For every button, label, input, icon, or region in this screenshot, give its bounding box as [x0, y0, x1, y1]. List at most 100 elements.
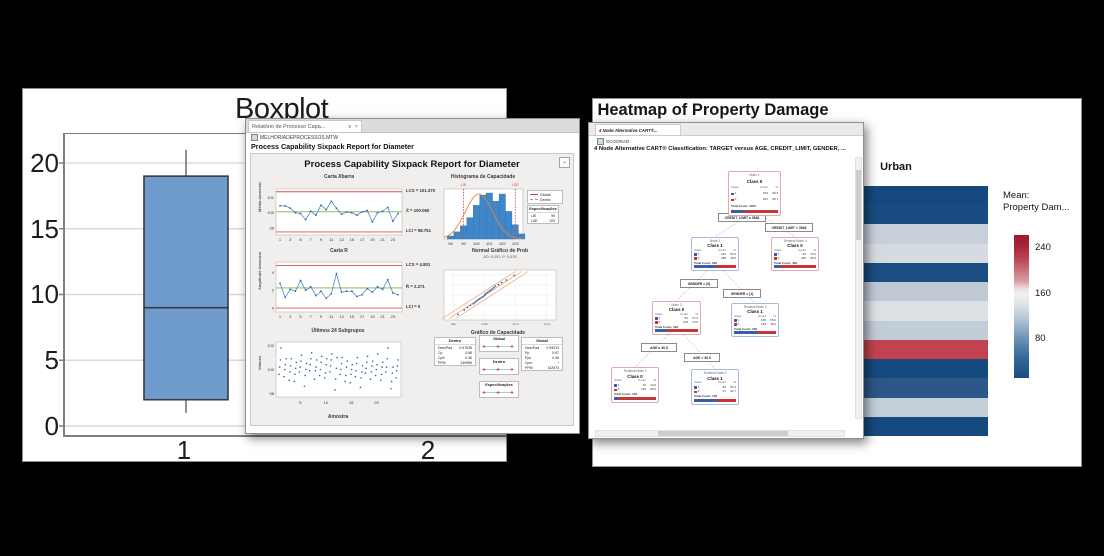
last-24-subgroups-chart: 102 100 98 5 10 15 20: [267, 341, 402, 405]
svg-text:5: 5: [299, 237, 302, 242]
svg-text:23: 23: [391, 237, 396, 242]
x-tick-label: 1: [176, 435, 192, 462]
vertical-scrollbar-thumb[interactable]: [856, 170, 861, 240]
xbar-chart-title: Carta Xbarra: [323, 174, 354, 180]
svg-text:103: 103: [512, 241, 519, 246]
probplot-subtitle: AD: 0.201, P: 0.878: [483, 255, 517, 259]
worksheet-icon: [251, 134, 258, 141]
xbar-lcl-label: LCI = 98.751: [406, 228, 431, 233]
node-title: Terminal Node 4: [783, 238, 807, 243]
x-tick-label: 2: [420, 435, 436, 462]
svg-text:102: 102: [267, 343, 274, 348]
table-title: Global: [522, 338, 562, 345]
heatmap-cell: [863, 378, 988, 398]
svg-text:0: 0: [272, 305, 275, 310]
heatmap-cell: [863, 301, 988, 321]
report-title: Process Capability Sixpack Report for Di…: [304, 159, 520, 170]
horizontal-scrollbar[interactable]: [595, 430, 845, 437]
histogram-legend: Global Dentro: [527, 190, 563, 204]
svg-text:1: 1: [279, 314, 282, 319]
svg-text:99: 99: [270, 226, 275, 231]
horizontal-scrollbar-thumb[interactable]: [658, 431, 788, 436]
worksheet-name: MELHORIADEPROCESSOS.MTW: [260, 134, 339, 141]
capacity-title: Gráfico de Capacidade: [470, 330, 526, 336]
svg-text:99: 99: [461, 241, 466, 246]
table-row: PPM 139985: [438, 360, 472, 365]
node-total: Total Count 1000: [731, 203, 756, 208]
interval-title: Especificações: [485, 383, 513, 387]
cart-worksheet-name: SCOORAD: [606, 139, 630, 144]
rchart-lcl-label: LCI = 0: [406, 304, 421, 309]
heatmap-grid: [863, 186, 988, 437]
tree-node[interactable]: Terminal Node 3 Class 1 Class Count% 1 165 55.…: [731, 303, 779, 337]
svg-text:1: 1: [279, 237, 282, 242]
svg-text:3: 3: [289, 314, 292, 319]
node-total: Total Count 600: [694, 260, 718, 265]
node-class: Class 0: [668, 307, 685, 313]
node-class-bar: [694, 264, 736, 269]
tree-node[interactable]: Terminal Node 1 Class 0 Class Count% 1 15 10.0…: [611, 367, 659, 403]
table-row: CpK 0.36: [438, 355, 472, 360]
node-class-bar: [731, 209, 778, 214]
svg-text:100: 100: [267, 210, 274, 215]
legend-title-line1: Mean:: [1003, 190, 1030, 201]
probplot-title: Normal Gráfico de Prob: [471, 248, 529, 254]
minitab-report-tab[interactable]: Relatório de Processo Capa... ∨ ×: [248, 120, 362, 132]
node-title: Node 2: [709, 238, 721, 243]
interval-global: Global: [479, 335, 519, 352]
svg-text:7: 7: [310, 237, 313, 242]
split-rule-label: AGE ≤ 30.5: [641, 343, 677, 352]
report-collapse-button[interactable]: ⌄: [559, 157, 570, 168]
worksheet-row[interactable]: MELHORIADEPROCESSOS.MTW: [246, 133, 338, 142]
tree-node[interactable]: Terminal Node 2 Class 1 Class Count% 1 83 55.3…: [691, 369, 739, 405]
legend-title-line2: Property Dam...: [1003, 202, 1070, 213]
global-line-sample: [530, 194, 538, 195]
last24-title: Últimos 24 Subgrupos: [311, 328, 365, 334]
svg-text:5: 5: [299, 314, 302, 319]
heatmap-cell: [863, 186, 988, 206]
tree-node[interactable]: Terminal Node 4 Class 0 Class Count% 1 60 15.0…: [771, 237, 819, 271]
svg-text:10: 10: [324, 400, 329, 405]
tab-collapse-icon[interactable]: ∨: [347, 123, 352, 130]
table-row: DesvPad 0.97638: [438, 345, 472, 350]
table-row: DesvPad 0.99313: [525, 345, 559, 350]
heatmap-cell: [863, 339, 988, 360]
y-tick-label: 20: [30, 147, 59, 178]
scale-tick-240: 240: [1035, 242, 1051, 253]
svg-text:LIE: LIE: [461, 183, 467, 187]
svg-text:4: 4: [272, 270, 275, 275]
node-class-bar: [694, 398, 736, 403]
tree-node[interactable]: Node 2 Class 1 Class Count% 1 312 52.0 0 288 48.0…: [691, 237, 739, 271]
svg-text:15: 15: [350, 314, 355, 319]
report-canvas: Process Capability Sixpack Report for Di…: [250, 153, 574, 426]
histogram-title: Histograma de Capacidade: [450, 174, 516, 180]
svg-text:15: 15: [349, 400, 354, 405]
minitab-tab-title: Relatório de Processo Capa...: [252, 123, 326, 130]
svg-text:98: 98: [270, 391, 275, 396]
xbar-center-label: X̄ = 100.060: [406, 208, 430, 213]
tree-node[interactable]: Node 1 Class 0 Class Count% 1 303 30.3 0 697 69.7…: [728, 171, 781, 216]
svg-text:17: 17: [360, 237, 365, 242]
interval-dentro: Dentro: [479, 358, 519, 375]
node-class: Class 0: [746, 179, 763, 185]
split-rule-label: AGE > 30.5: [684, 353, 720, 362]
vertical-scrollbar[interactable]: [855, 157, 862, 419]
node-class-bar: [774, 264, 816, 269]
y-tick-label: 5: [44, 345, 59, 376]
table-row: Ppk 0.36: [525, 355, 559, 360]
svg-text:LSE: LSE: [512, 183, 520, 187]
y-tick-label: 0: [44, 411, 59, 441]
table-row: Pp 0.67: [525, 350, 559, 355]
heatmap-cell: [863, 359, 988, 379]
legend-global-label: Global: [540, 192, 551, 197]
normal-probability-plot: 98 100 102 104: [442, 269, 557, 325]
tree-node[interactable]: Node 3 Class 0 Class Count% 1 81 27.0 0 219 73.0 T…: [652, 301, 701, 335]
cart-tab[interactable]: 4 Node Alternative CART®...: [595, 124, 681, 135]
cart-worksheet-row[interactable]: SCOORAD: [597, 138, 629, 145]
svg-text:17: 17: [360, 314, 365, 319]
tab-close-icon[interactable]: ×: [354, 123, 358, 130]
y-tick-label: 15: [30, 213, 59, 244]
rchart-ucl-label: LCS = 4.801: [406, 262, 431, 267]
split-rule-label: GENDER = (0): [680, 279, 718, 288]
